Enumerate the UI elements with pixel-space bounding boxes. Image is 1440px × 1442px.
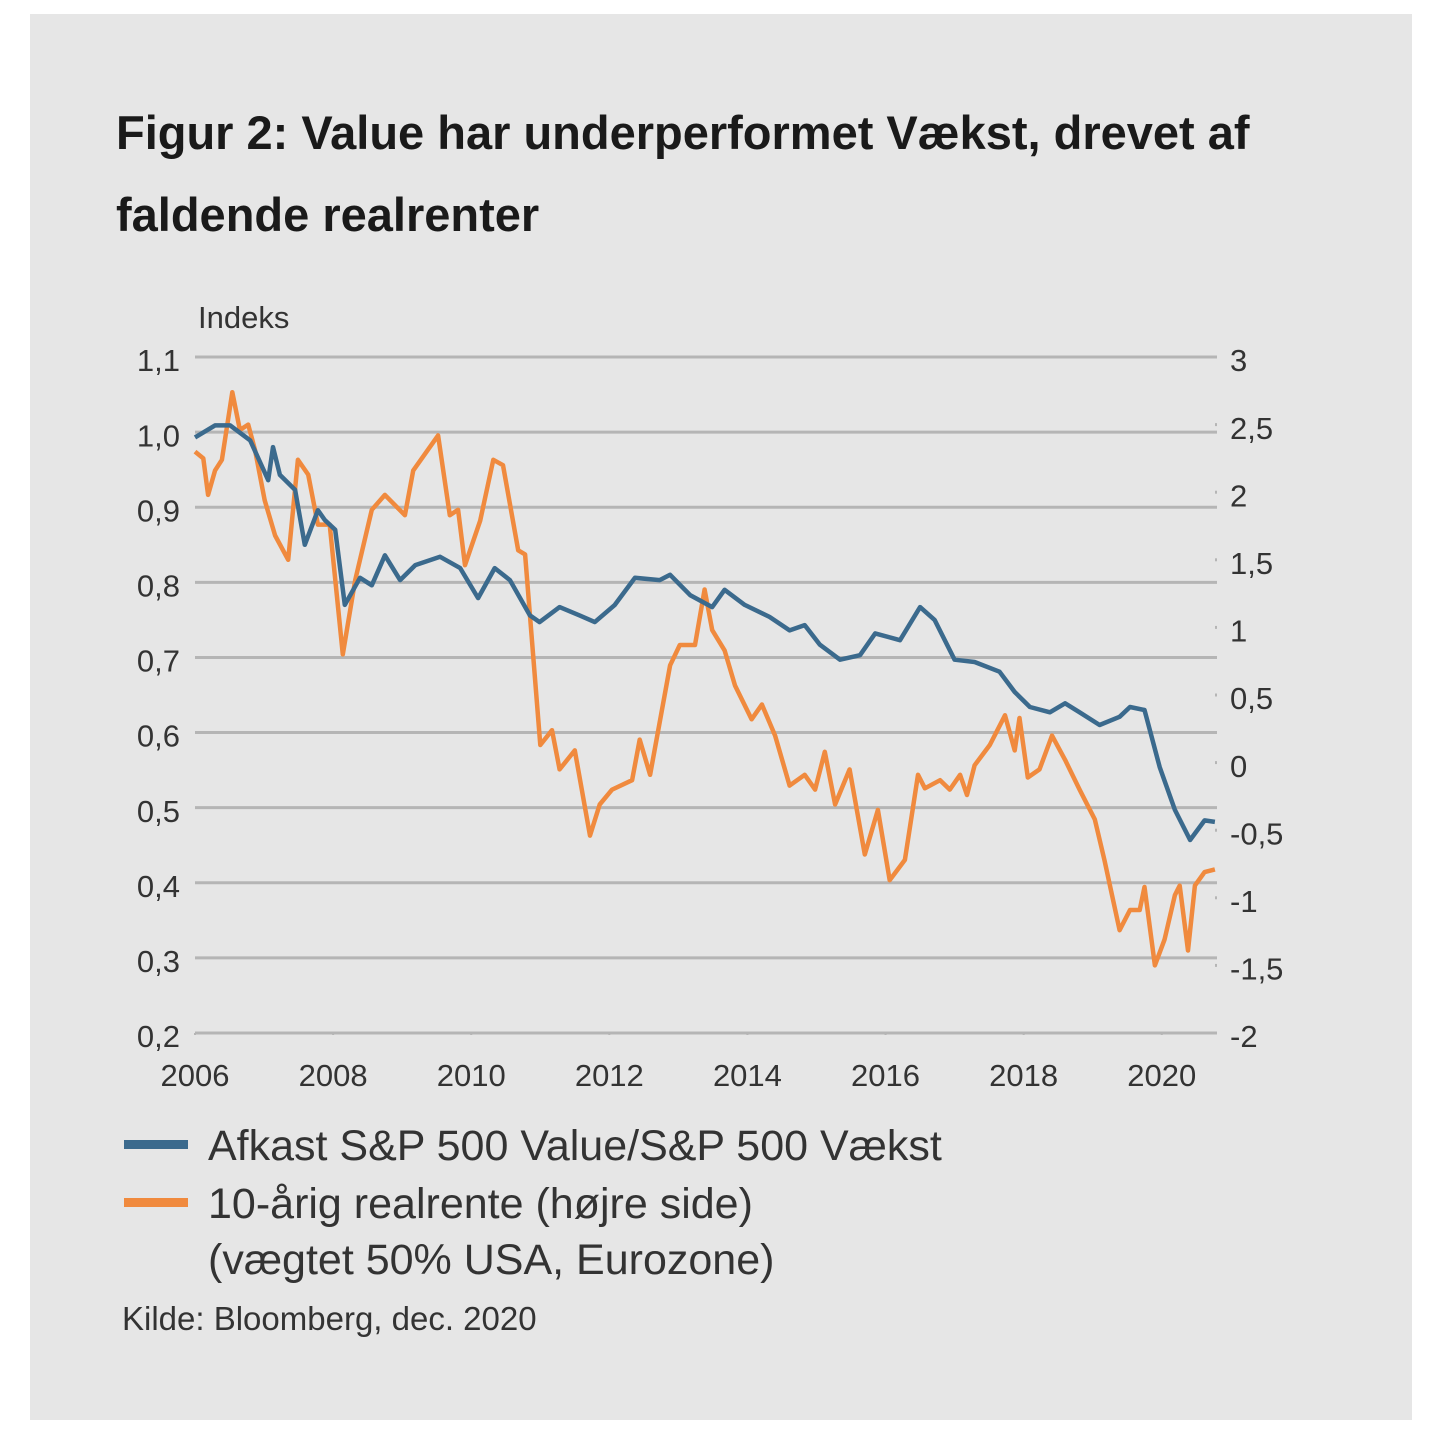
y-tick-label: 0,4 (137, 869, 180, 904)
y-axis-label: Indeks (198, 300, 289, 335)
y2-tick-label: -0,5 (1230, 816, 1283, 851)
y2-tick-label: 3 (1230, 343, 1247, 378)
legend-label: Afkast S&P 500 Value/S&P 500 Vækst (208, 1122, 942, 1170)
y-tick-label: 0,5 (137, 794, 180, 829)
y2-tick-label: 2 (1230, 478, 1247, 513)
x-tick-label: 2016 (851, 1058, 920, 1093)
x-tick-label: 2010 (437, 1058, 506, 1093)
y2-tick-label: -1,5 (1230, 952, 1283, 987)
y2-tick-label: -2 (1230, 1019, 1258, 1054)
y-tick-label: 0,7 (137, 644, 180, 679)
x-tick-label: 2014 (713, 1058, 782, 1093)
y-tick-label: 1,1 (137, 343, 180, 378)
x-tick-label: 2008 (299, 1058, 368, 1093)
y-tick-label: 0,3 (137, 944, 180, 979)
panel (30, 14, 1412, 1420)
legend-swatch (124, 1140, 188, 1149)
x-tick-label: 2012 (575, 1058, 644, 1093)
x-tick-label: 2020 (1127, 1058, 1196, 1093)
y2-tick-label: 1,5 (1230, 546, 1273, 581)
y-tick-label: 0,9 (137, 493, 180, 528)
y-tick-label: 0,2 (137, 1019, 180, 1054)
legend-item: 10-årig realrente (højre side) (vægtet 5… (124, 1176, 774, 1288)
y2-tick-label: -1 (1230, 884, 1258, 919)
y2-tick-label: 2,5 (1230, 411, 1273, 446)
chart-title: Figur 2: Value har underperformet Vækst,… (116, 106, 1250, 241)
source: Kilde: Bloomberg, dec. 2020 (122, 1300, 537, 1337)
y-tick-label: 0,6 (137, 719, 180, 754)
series-line (193, 389, 1216, 968)
legend-label: 10-årig realrente (højre side) (vægtet 5… (208, 1180, 775, 1284)
y2-tick-label: 0 (1230, 749, 1247, 784)
series-line (193, 423, 1216, 843)
legend-item: Afkast S&P 500 Value/S&P 500 Vækst (124, 1118, 942, 1174)
x-tick-label: 2018 (989, 1058, 1058, 1093)
y-tick-label: 1,0 (137, 418, 180, 453)
x-tick-label: 2006 (161, 1058, 230, 1093)
y-tick-label: 0,8 (137, 569, 180, 604)
legend-swatch (124, 1198, 188, 1207)
y2-tick-label: 1 (1230, 614, 1247, 649)
y2-tick-label: 0,5 (1230, 681, 1273, 716)
